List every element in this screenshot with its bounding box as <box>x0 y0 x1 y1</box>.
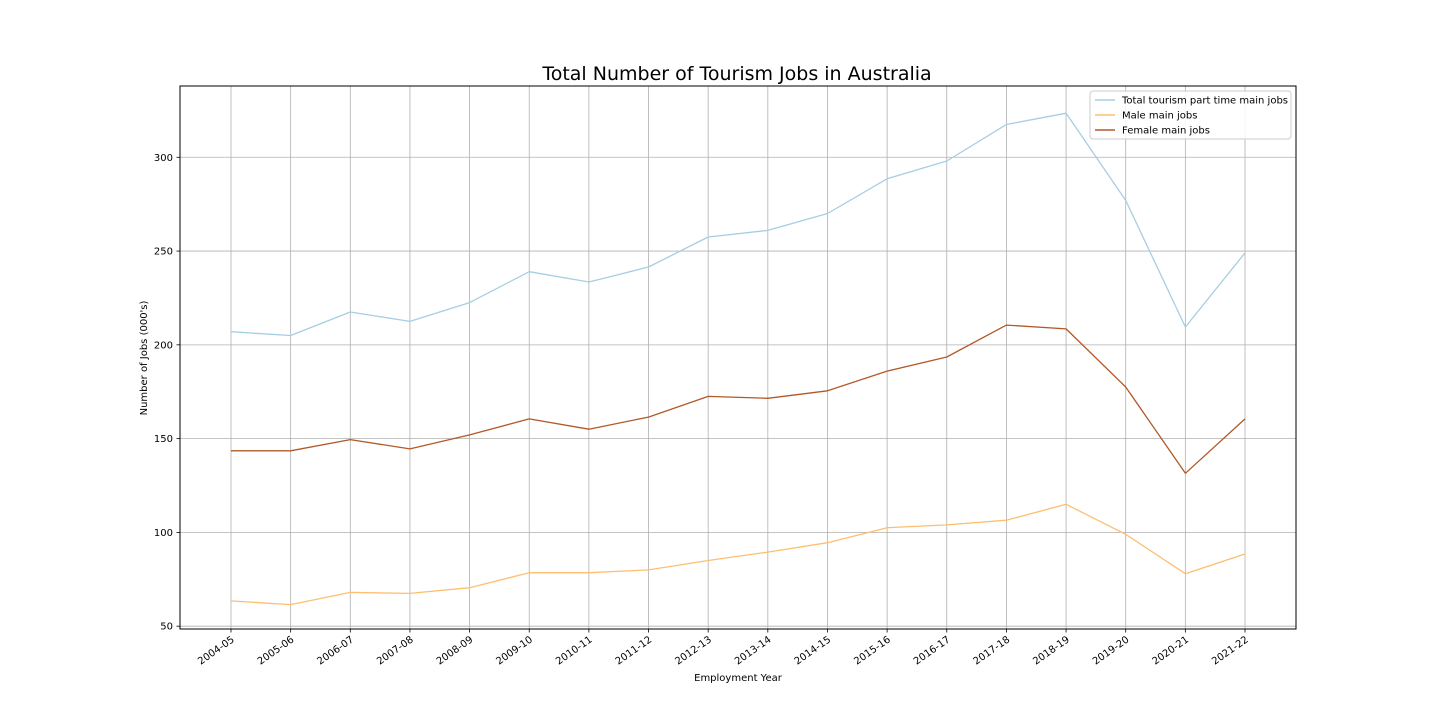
x-tick-label: 2011-12 <box>614 634 655 667</box>
y-tick-label: 150 <box>154 434 173 445</box>
x-tick-label: 2015-16 <box>852 634 893 667</box>
y-tick-label: 300 <box>154 153 173 164</box>
grid-lines <box>180 86 1296 629</box>
x-tick-label: 2021-22 <box>1210 634 1251 667</box>
x-tick-label: 2012-13 <box>673 634 714 667</box>
series-line-0 <box>230 112 1246 337</box>
x-tick-label: 2004-05 <box>196 634 237 667</box>
y-tick-label: 100 <box>154 528 173 539</box>
x-tick-label: 2014-15 <box>793 634 834 667</box>
x-tick-label: 2008-09 <box>435 634 476 667</box>
x-tick-label: 2018-19 <box>1031 634 1072 667</box>
legend-label: Female main jobs <box>1122 126 1210 137</box>
y-axis-ticks: 50 100 150 200 250 300 <box>154 153 180 633</box>
legend-label: Male main jobs <box>1122 111 1197 122</box>
x-axis-ticks: 2004-05 2005-06 2006-07 2007-08 2008-09 2009-… <box>196 629 1251 667</box>
y-tick-label: 200 <box>154 340 173 351</box>
plot-area-frame <box>179 85 1297 630</box>
y-axis-label: Number of Jobs (000's) <box>139 300 150 415</box>
series-line-1 <box>230 503 1246 606</box>
x-tick-label: 2020-21 <box>1151 634 1192 667</box>
x-tick-label: 2019-20 <box>1091 634 1132 667</box>
x-tick-label: 2006-07 <box>315 634 356 667</box>
legend-label: Total tourism part time main jobs <box>1121 96 1288 107</box>
series-line-2 <box>231 324 1246 474</box>
y-tick-label: 250 <box>154 247 173 258</box>
legend: Total tourism part time main jobs Male ma… <box>1089 90 1292 140</box>
y-tick-label: 50 <box>160 622 173 633</box>
x-tick-label: 2017-18 <box>972 634 1013 667</box>
x-tick-label: 2010-11 <box>554 634 595 667</box>
x-tick-label: 2009-10 <box>494 634 535 667</box>
x-tick-label: 2007-08 <box>375 634 416 667</box>
legend-box <box>1089 90 1292 140</box>
x-tick-label: 2005-06 <box>256 634 297 667</box>
x-tick-label: 2013-14 <box>733 634 774 667</box>
chart-title: Total Number of Tourism Jobs in Australi… <box>541 63 931 85</box>
x-axis-label: Employment Year <box>694 673 783 684</box>
series-lines <box>230 112 1246 606</box>
x-tick-label: 2016-17 <box>912 634 953 667</box>
